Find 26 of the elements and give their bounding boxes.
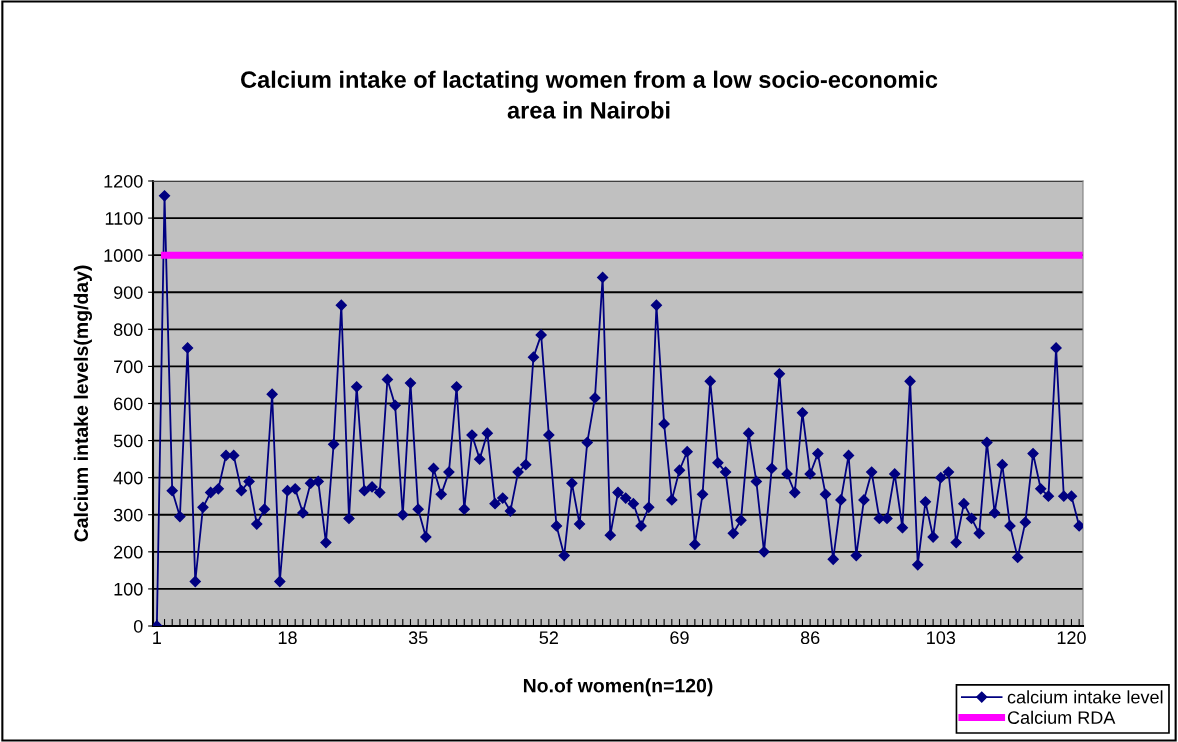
x-tick-label: 52 bbox=[539, 631, 558, 645]
legend-label: Calcium RDA bbox=[1007, 710, 1116, 724]
x-tick-label: 86 bbox=[800, 631, 820, 645]
y-tick-label: 900 bbox=[114, 286, 143, 299]
x-tick-label: 35 bbox=[408, 631, 428, 645]
y-tick-label: 0 bbox=[133, 619, 143, 633]
x-tick-label: 1 bbox=[153, 631, 161, 644]
y-tick-label: 1000 bbox=[104, 249, 143, 262]
y-tick-label: 100 bbox=[114, 582, 143, 596]
y-tick-label: 600 bbox=[114, 397, 143, 411]
y-tick-label: 800 bbox=[113, 323, 143, 337]
chart-title: Calcium intake of lactating women from a low socio-economic area in Nairobi bbox=[241, 70, 938, 119]
x-axis-title: No.of women(n=120) bbox=[523, 678, 713, 697]
y-tick-label: 700 bbox=[114, 360, 143, 374]
x-tick-label: 120 bbox=[1057, 631, 1086, 645]
y-tick-label: 1200 bbox=[104, 174, 143, 188]
legend-label: calcium intake level bbox=[1007, 690, 1163, 704]
x-tick-label: 18 bbox=[278, 631, 297, 645]
y-tick-label: 500 bbox=[113, 434, 143, 448]
x-tick-label: 69 bbox=[670, 631, 689, 645]
y-tick-label: 400 bbox=[113, 471, 143, 485]
y-tick-label: 1100 bbox=[105, 212, 143, 225]
x-tick-label: 103 bbox=[927, 631, 956, 645]
y-axis-title: Calcium intake levels(mg/day) bbox=[73, 265, 92, 542]
y-tick-label: 200 bbox=[114, 545, 143, 559]
y-tick-label: 300 bbox=[113, 508, 143, 522]
